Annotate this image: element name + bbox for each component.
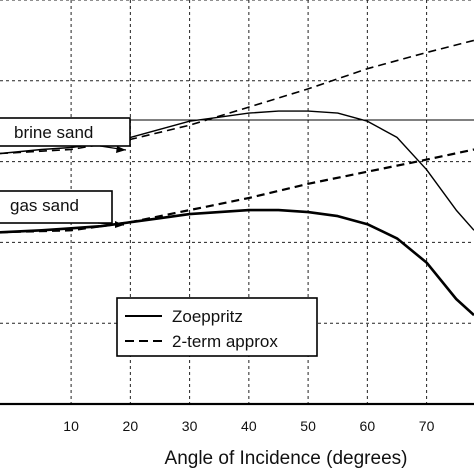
x-tick-label: 40 — [241, 418, 257, 434]
annotation-label: gas sand — [10, 196, 79, 215]
plot-frame — [0, 402, 474, 406]
annotation-brine-sand: brine sand — [0, 117, 131, 153]
annotation-label: brine sand — [14, 123, 93, 142]
legend-box — [116, 297, 318, 357]
annotation-box — [0, 190, 113, 224]
x-ticks: 10 20 30 40 50 60 70 — [63, 418, 434, 434]
legend: Zoeppritz 2-term approx — [116, 297, 318, 357]
x-tick-label: 70 — [419, 418, 435, 434]
annotation-arrowhead — [116, 146, 126, 153]
x-tick-label: 60 — [360, 418, 376, 434]
legend-label-2-term: 2-term approx — [172, 332, 278, 351]
x-axis-title: Angle of Incidence (degrees) — [165, 448, 408, 469]
annotation-arrowhead — [115, 221, 124, 228]
series-line-gas-sand-2-term-approx — [0, 148, 474, 234]
x-tick-label: 20 — [123, 418, 139, 434]
x-tick-label: 50 — [300, 418, 316, 434]
annotation-gas-sand: gas sand — [0, 190, 125, 228]
annotation-box — [0, 117, 131, 147]
legend-label-zoeppritz: Zoeppritz — [172, 307, 243, 326]
x-tick-label: 30 — [182, 418, 198, 434]
x-tick-label: 10 — [63, 418, 79, 434]
